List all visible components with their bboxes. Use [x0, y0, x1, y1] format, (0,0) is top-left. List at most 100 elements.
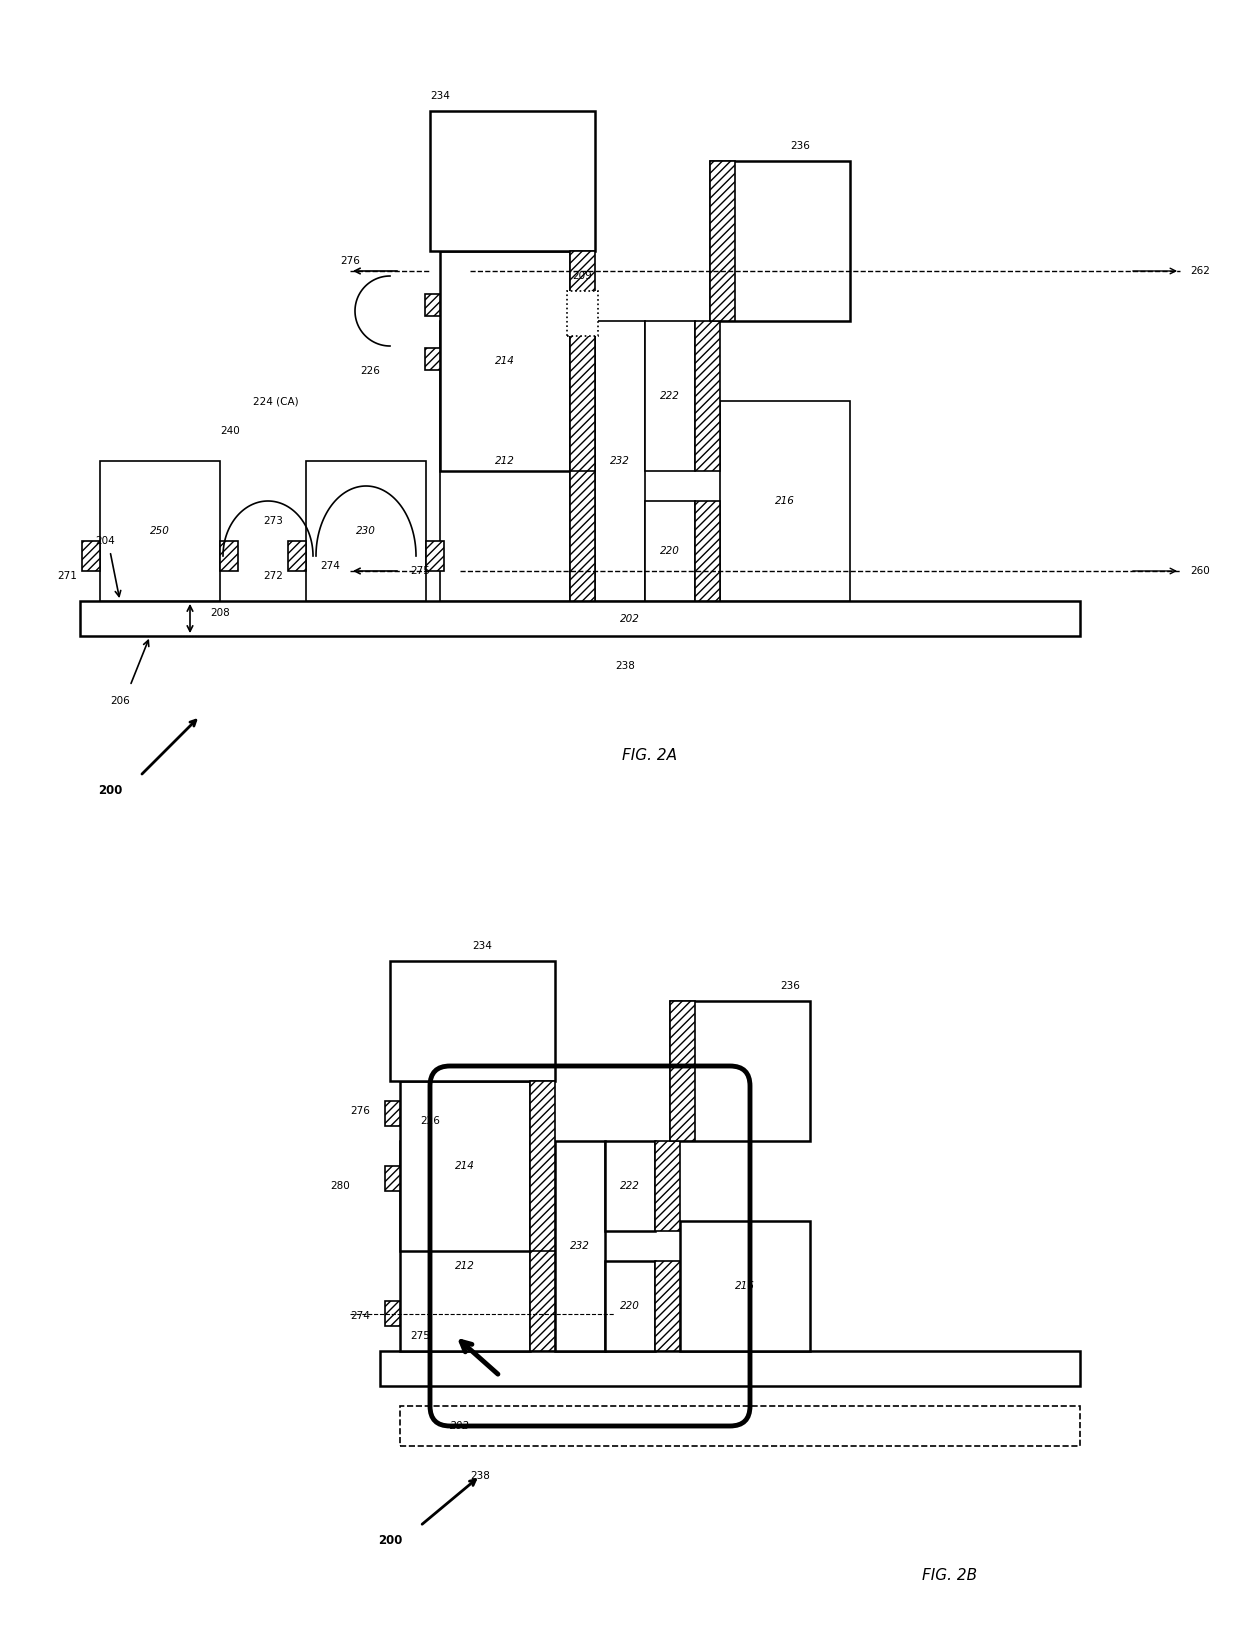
Text: 260: 260: [1190, 566, 1210, 576]
Text: 206: 206: [110, 695, 130, 707]
Bar: [384, 1166, 401, 1191]
Text: 212: 212: [455, 1261, 475, 1271]
Bar: [529, 1081, 556, 1252]
Bar: [306, 461, 427, 600]
Bar: [570, 250, 595, 471]
Bar: [720, 401, 849, 600]
Bar: [694, 501, 720, 600]
Text: 262: 262: [1190, 267, 1210, 276]
Bar: [427, 542, 444, 571]
Bar: [288, 542, 306, 571]
Bar: [384, 1301, 401, 1327]
Text: 224 (CA): 224 (CA): [253, 396, 299, 406]
Bar: [401, 1140, 529, 1351]
Text: 274: 274: [350, 1310, 370, 1320]
Text: 232: 232: [570, 1242, 590, 1252]
Text: 214: 214: [455, 1162, 475, 1171]
Text: 280: 280: [330, 1181, 350, 1191]
Text: 222: 222: [620, 1181, 640, 1191]
Text: 236: 236: [790, 141, 810, 151]
Text: 274: 274: [320, 561, 340, 571]
Bar: [570, 321, 595, 600]
Bar: [694, 321, 720, 471]
Bar: [384, 1166, 401, 1191]
Bar: [567, 291, 598, 335]
Bar: [219, 542, 238, 571]
Text: 204: 204: [95, 537, 115, 546]
Bar: [670, 1001, 694, 1140]
Bar: [711, 160, 735, 321]
Bar: [655, 1261, 680, 1351]
Bar: [384, 1301, 401, 1327]
Text: 200: 200: [98, 785, 123, 797]
Bar: [384, 1101, 401, 1126]
Text: 200: 200: [378, 1535, 402, 1548]
Bar: [605, 1261, 655, 1351]
Bar: [556, 1140, 605, 1351]
Text: 238: 238: [470, 1471, 490, 1481]
Text: 230: 230: [356, 527, 376, 537]
Bar: [655, 1140, 680, 1230]
Bar: [391, 960, 556, 1081]
Bar: [430, 111, 595, 250]
Bar: [529, 1081, 556, 1252]
Text: 250: 250: [150, 527, 170, 537]
Bar: [288, 542, 306, 571]
Bar: [100, 461, 219, 600]
Bar: [82, 542, 100, 571]
Text: FIG. 2B: FIG. 2B: [923, 1569, 977, 1584]
Bar: [670, 1001, 810, 1140]
Bar: [694, 501, 720, 600]
Text: 220: 220: [660, 546, 680, 556]
Bar: [655, 1140, 680, 1230]
Bar: [427, 542, 444, 571]
Bar: [711, 160, 849, 321]
Bar: [655, 1261, 680, 1351]
Text: 272: 272: [263, 571, 283, 581]
Bar: [82, 542, 100, 571]
Bar: [670, 1001, 694, 1140]
Text: 234: 234: [430, 92, 450, 101]
Bar: [570, 321, 595, 600]
Text: 226: 226: [420, 1116, 440, 1126]
Bar: [425, 348, 440, 370]
Text: 220: 220: [620, 1301, 640, 1310]
Bar: [379, 1351, 1080, 1386]
Bar: [529, 1140, 556, 1351]
Bar: [219, 542, 238, 571]
Bar: [680, 1220, 810, 1351]
Text: 216: 216: [775, 496, 795, 506]
Text: 202: 202: [620, 614, 640, 623]
Text: 275: 275: [410, 566, 430, 576]
Bar: [645, 501, 694, 600]
Bar: [384, 1101, 401, 1126]
Text: 209: 209: [573, 272, 593, 281]
Bar: [645, 321, 694, 471]
Text: 276: 276: [350, 1106, 370, 1116]
Bar: [401, 1081, 529, 1252]
Text: 271: 271: [57, 571, 77, 581]
Bar: [694, 321, 720, 471]
Text: 202: 202: [450, 1422, 470, 1432]
Text: FIG. 2A: FIG. 2A: [622, 749, 677, 764]
Text: 240: 240: [221, 425, 239, 437]
Text: 208: 208: [210, 609, 229, 618]
Bar: [425, 294, 440, 316]
Bar: [425, 294, 440, 316]
Text: 232: 232: [610, 456, 630, 466]
Bar: [605, 1140, 655, 1230]
Text: 212: 212: [495, 456, 515, 466]
Text: 236: 236: [780, 982, 800, 991]
Text: 222: 222: [660, 391, 680, 401]
Bar: [81, 600, 1080, 636]
Bar: [440, 321, 570, 600]
Text: 273: 273: [263, 515, 283, 527]
Text: 275: 275: [410, 1332, 430, 1342]
Bar: [570, 250, 595, 471]
Bar: [425, 348, 440, 370]
Text: 226: 226: [360, 366, 379, 376]
Bar: [711, 160, 735, 321]
Text: 216: 216: [735, 1281, 755, 1291]
Bar: [595, 321, 645, 600]
Bar: [529, 1140, 556, 1351]
